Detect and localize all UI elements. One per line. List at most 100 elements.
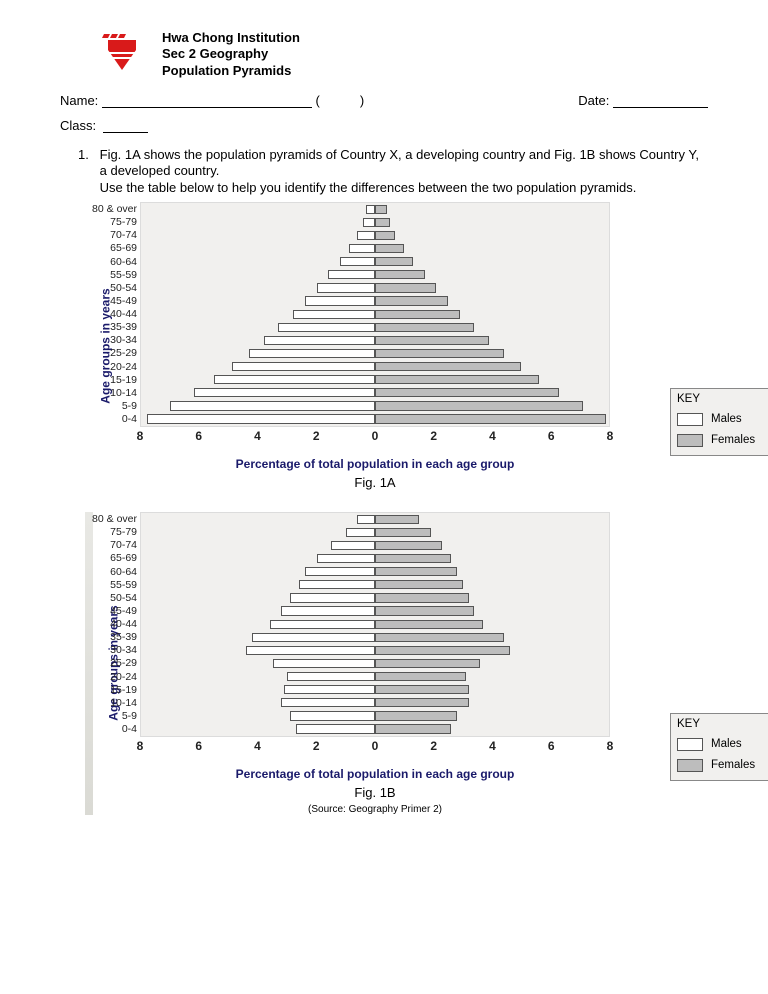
- male-bar: [278, 323, 375, 332]
- topic-line: Population Pyramids: [162, 63, 300, 79]
- age-row: [141, 605, 609, 618]
- female-bar: [375, 593, 469, 602]
- female-bar: [375, 414, 606, 423]
- male-bar: [305, 296, 375, 305]
- female-bar: [375, 296, 448, 305]
- course-line: Sec 2 Geography: [162, 46, 300, 62]
- bars-b: [141, 513, 609, 736]
- y-tick: 20-24: [89, 360, 137, 373]
- y-tick: 0-4: [89, 413, 137, 426]
- legend-females-label: Females: [711, 434, 755, 446]
- y-tick: 65-69: [89, 242, 137, 255]
- class-blank[interactable]: [103, 132, 148, 133]
- male-bar: [357, 515, 375, 524]
- header: Hwa Chong Institution Sec 2 Geography Po…: [100, 30, 708, 79]
- y-tick: 20-24: [89, 670, 137, 683]
- age-row: [141, 526, 609, 539]
- female-bar: [375, 620, 483, 629]
- y-tick: 45-49: [89, 605, 137, 618]
- female-bar: [375, 401, 583, 410]
- female-bar: [375, 283, 436, 292]
- x-tick: 4: [489, 429, 496, 443]
- x-tick: 0: [372, 429, 379, 443]
- legend-males-label: Males: [711, 738, 742, 750]
- y-tick: 25-29: [89, 657, 137, 670]
- class-label: Class:: [60, 118, 96, 133]
- date-blank[interactable]: [613, 93, 708, 108]
- male-bar: [281, 606, 375, 615]
- male-bar: [317, 554, 376, 563]
- legend-title-b: KEY: [677, 718, 768, 730]
- x-tick: 6: [548, 429, 555, 443]
- female-bar: [375, 698, 469, 707]
- male-bar: [287, 672, 375, 681]
- y-tick: 30-34: [89, 644, 137, 657]
- female-bar: [375, 528, 431, 537]
- male-bar: [305, 567, 375, 576]
- y-tick: 15-19: [89, 373, 137, 386]
- class-row: Class:: [60, 118, 708, 133]
- male-bar: [290, 593, 375, 602]
- female-bar: [375, 362, 521, 371]
- male-bar: [293, 310, 375, 319]
- date-label: Date:: [578, 93, 609, 108]
- age-row: [141, 321, 609, 334]
- male-bar: [270, 620, 375, 629]
- legend-females-a: Females: [677, 434, 768, 447]
- female-bar: [375, 567, 457, 576]
- name-label: Name:: [60, 93, 98, 108]
- age-row: [141, 308, 609, 321]
- question-text: Fig. 1A shows the population pyramids of…: [100, 147, 708, 196]
- y-tick: 0-4: [89, 723, 137, 736]
- age-row: [141, 591, 609, 604]
- age-row: [141, 565, 609, 578]
- female-bar: [375, 541, 442, 550]
- age-row: [141, 578, 609, 591]
- y-tick: 10-14: [89, 697, 137, 710]
- male-bar: [273, 659, 375, 668]
- name-date-row: Name: ( ) Date:: [60, 93, 708, 108]
- male-bar: [281, 698, 375, 707]
- age-row: [141, 670, 609, 683]
- x-tick: 6: [548, 739, 555, 753]
- male-bar: [264, 336, 375, 345]
- name-blank[interactable]: [102, 93, 312, 108]
- female-bar: [375, 257, 413, 266]
- female-bar: [375, 580, 463, 589]
- x-ticks-b: 864202468: [140, 739, 610, 753]
- male-bar: [357, 231, 375, 240]
- age-row: [141, 644, 609, 657]
- y-tick: 25-29: [89, 347, 137, 360]
- male-bar: [317, 283, 376, 292]
- female-bar: [375, 349, 504, 358]
- male-bar: [328, 270, 375, 279]
- x-tick: 4: [254, 739, 261, 753]
- male-bar: [299, 580, 375, 589]
- male-bar: [296, 724, 375, 733]
- x-tick: 8: [137, 739, 144, 753]
- male-bar: [147, 414, 375, 423]
- age-row: [141, 618, 609, 631]
- age-row: [141, 360, 609, 373]
- x-tick: 0: [372, 739, 379, 753]
- age-row: [141, 723, 609, 736]
- x-tick: 8: [607, 739, 614, 753]
- y-tick: 70-74: [89, 229, 137, 242]
- question-number: 1.: [78, 147, 96, 162]
- y-tick: 10-14: [89, 387, 137, 400]
- male-bar: [349, 244, 375, 253]
- y-tick: 40-44: [89, 308, 137, 321]
- x-ticks-a: 864202468: [140, 429, 610, 443]
- age-row: [141, 242, 609, 255]
- institution-name: Hwa Chong Institution: [162, 30, 300, 46]
- female-bar: [375, 515, 419, 524]
- source-line: (Source: Geography Primer 2): [140, 804, 610, 815]
- age-row: [141, 229, 609, 242]
- age-row: [141, 203, 609, 216]
- legend-females-b: Females: [677, 759, 768, 772]
- x-tick: 2: [430, 429, 437, 443]
- legend-males-label: Males: [711, 413, 742, 425]
- male-bar: [249, 349, 375, 358]
- female-bar: [375, 711, 457, 720]
- legend-males-a: Males: [677, 413, 768, 426]
